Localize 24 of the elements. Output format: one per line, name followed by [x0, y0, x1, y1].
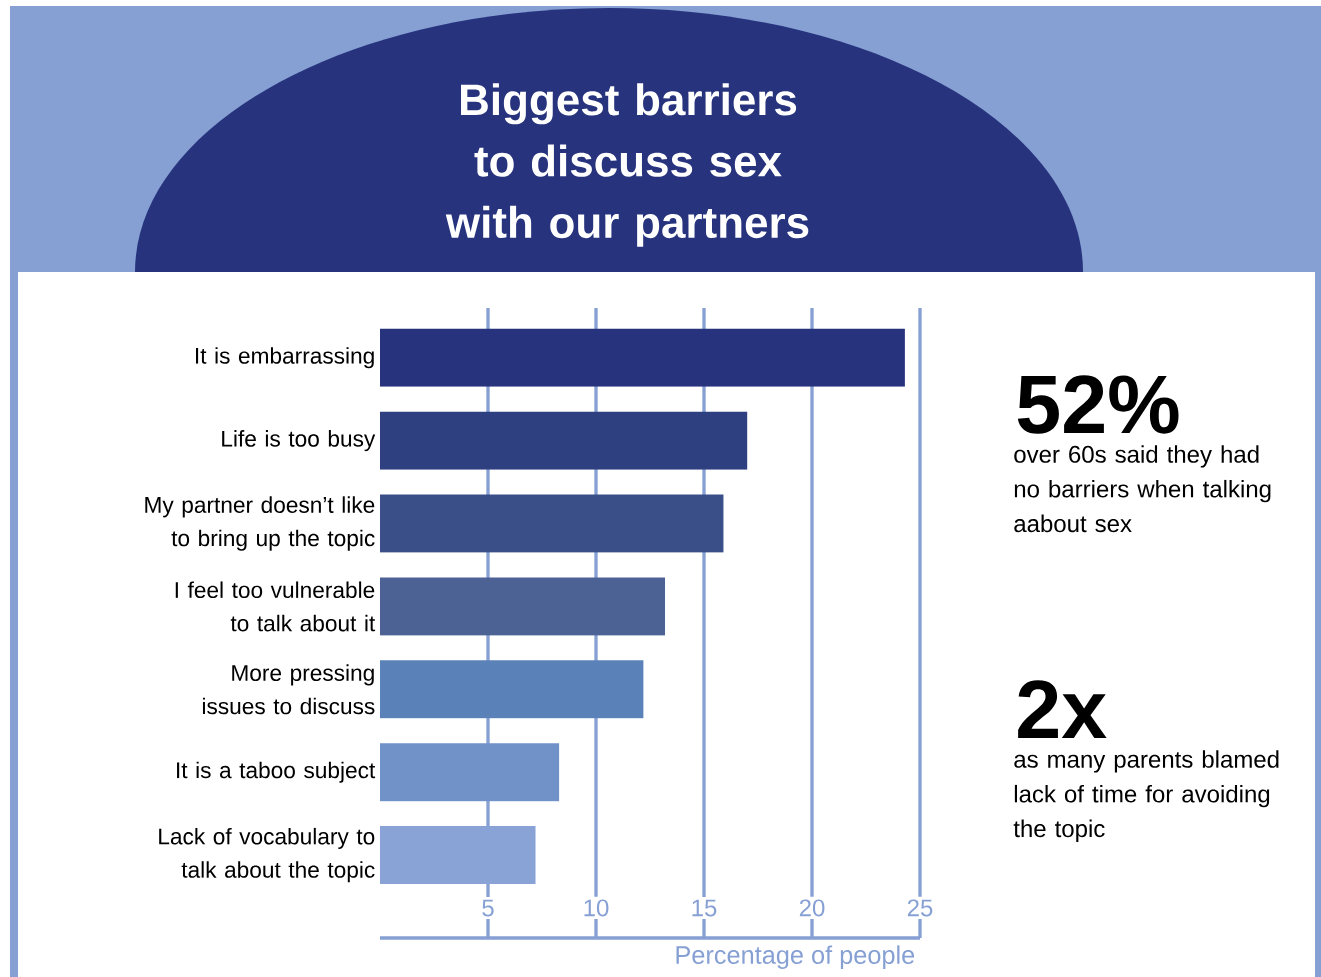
y-tick-label: My partner doesn’t like to bring up the topic	[145, 496, 375, 551]
bar	[380, 411, 748, 470]
x-axis-title: Percentage of people	[676, 945, 915, 969]
bar	[380, 577, 666, 636]
text: over 60s said they had no barriers when talking aabout sex	[1014, 445, 1271, 533]
x-tick-label: 10	[584, 899, 609, 917]
y-tick-label: It is embarrassing	[195, 347, 374, 369]
x-tick-label: 25	[907, 899, 933, 917]
bar	[380, 328, 905, 387]
y-tick-label: It is a taboo subject	[177, 761, 376, 783]
x-tick-label: 20	[799, 899, 825, 917]
text: 52%	[1017, 375, 1179, 434]
bar	[380, 743, 560, 802]
bar	[380, 660, 644, 719]
y-tick-label: More pressing issues to discuss	[202, 664, 375, 715]
x-tick-label: 5	[482, 899, 494, 917]
y-tick-label: Lack of vocabulary to talk about the topic	[159, 827, 375, 883]
bar	[380, 494, 724, 553]
y-tick-label: Life is too busy	[222, 430, 376, 452]
text: 2x	[1018, 680, 1107, 738]
y-tick-label: I feel too vulnerable to talk about it	[175, 581, 376, 632]
chart-title: Biggest barriers to discuss sex with our partners	[445, 83, 809, 247]
text: as many parents blamed lack of time for avoiding the topic	[1013, 750, 1279, 842]
x-tick-label: 15	[692, 899, 717, 917]
